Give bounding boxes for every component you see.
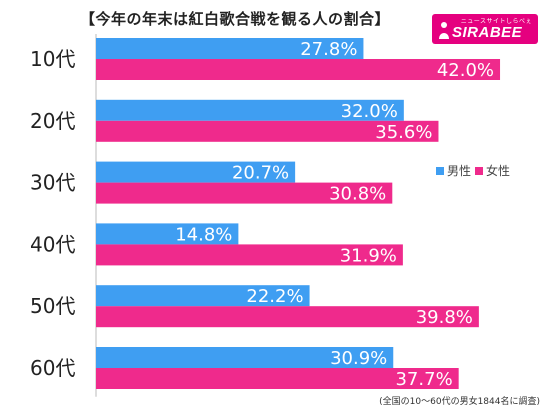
bar-female: [96, 306, 479, 328]
category-label: 50代: [30, 294, 75, 318]
bar-male: [96, 161, 296, 183]
chart-title: 【今年の年末は紅白歌合戦を観る人の割合】: [79, 10, 390, 28]
category-label: 10代: [30, 47, 75, 71]
bar-male: [96, 285, 310, 307]
value-label-male: 20.7%: [232, 163, 289, 184]
category-label: 60代: [30, 356, 75, 380]
value-label-female: 31.9%: [340, 245, 397, 266]
bar-male: [96, 99, 404, 121]
legend: 男性 女性: [436, 162, 510, 179]
value-label-female: 35.6%: [375, 122, 432, 143]
logo-tagline: ニュースサイトしらべぇ: [460, 18, 532, 25]
value-label-female: 39.8%: [416, 307, 473, 328]
value-label-male: 32.0%: [341, 101, 398, 122]
value-label-male: 30.9%: [330, 348, 387, 369]
category-label: 40代: [30, 232, 75, 256]
bar-male: [96, 347, 394, 368]
sirabee-logo: ニュースサイトしらべぇ SIRABEE: [432, 14, 538, 44]
value-label-female: 42.0%: [437, 60, 494, 81]
value-label-male: 22.2%: [246, 286, 303, 307]
legend-label-male: 男性: [447, 164, 472, 178]
legend-item-female: 女性: [475, 162, 510, 179]
bar-female: [96, 244, 403, 266]
category-label: 20代: [30, 109, 75, 133]
value-label-female: 37.7%: [395, 369, 452, 390]
value-label-male: 27.8%: [300, 39, 357, 60]
value-label-female: 30.8%: [329, 184, 386, 205]
legend-item-male: 男性: [436, 162, 471, 179]
bar-female: [96, 120, 439, 142]
logo-text: SIRABEE: [452, 24, 523, 41]
logo-mark-icon: [439, 22, 449, 39]
bar-female: [96, 59, 501, 80]
bar-male: [96, 38, 364, 59]
survey-note: (全国の10～60代の男女1844名に調査): [379, 397, 540, 407]
category-label: 30代: [30, 171, 75, 195]
legend-swatch-female: [475, 166, 484, 175]
legend-label-female: 女性: [486, 164, 511, 178]
bar-female: [96, 368, 459, 389]
legend-swatch-male: [436, 166, 444, 175]
value-label-male: 14.8%: [175, 224, 232, 245]
bar-female: [96, 182, 393, 204]
bar-male: [96, 223, 239, 245]
